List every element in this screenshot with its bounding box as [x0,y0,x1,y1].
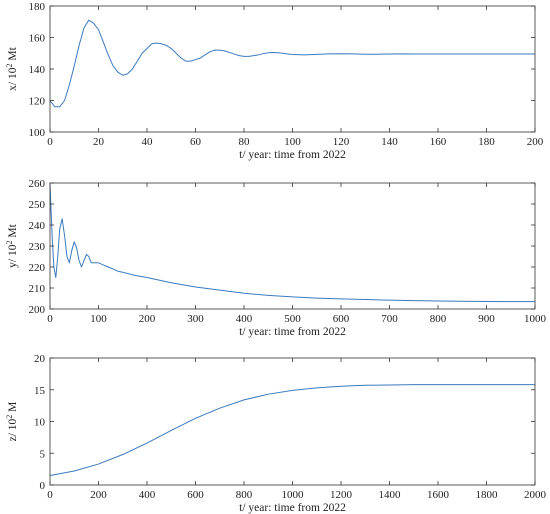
x-tick-label: 160 [430,136,447,148]
y-tick-label: 220 [29,262,46,274]
x-tick-label: 20 [93,136,105,148]
x-tick-label: 180 [478,136,495,148]
y-tick-label: 5 [40,448,46,460]
chart-panel-2: 0 100 200 300 400 500 600 700 800 900 100020021022… [5,178,547,338]
y-tick-label: 120 [29,96,46,108]
y-tick-label: 160 [29,33,46,45]
x-tick-label: 0 [47,136,53,148]
y-axis-label-main: x/ 10 [7,67,19,91]
x-tick-label: 600 [333,313,350,325]
x-tick-label: 700 [381,313,398,325]
y-axis-label-exponent: 2 [5,240,14,244]
x-tick-label: 300 [187,313,204,325]
x-tick-label: 200 [139,313,156,325]
x-axis-label: t/ year: time from 2022 [239,502,346,514]
x-axis-label: t/ year: time from 2022 [239,149,346,161]
x-tick-label: 120 [333,136,350,148]
series-line [49,19,535,108]
x-tick-label: 1000 [282,489,305,501]
x-tick-label: 500 [284,313,301,325]
series-line [49,185,535,303]
chart-panel-1: 0 20 40 60 80 100 120 140 160 180 200 100 120 140 160 1… [5,1,544,161]
x-tick-label: 80 [239,136,251,148]
x-tick-label: 400 [236,313,253,325]
x-tick-label: 900 [478,313,495,325]
x-tick-label: 200 [90,489,107,501]
x-tick-label: 800 [236,489,253,501]
x-tick-label: 0 [47,489,53,501]
y-axis-label: y/ 102 Mt [5,223,19,267]
x-tick-label: 200 [527,136,544,148]
y-tick-label: 200 [29,304,46,316]
y-tick-label: 180 [29,1,46,13]
y-axis-label-unit: M [7,402,19,415]
x-tick-label: 1400 [379,489,402,501]
x-tick-label: 140 [381,136,398,148]
y-axis-label-main: z/ 10 [7,418,19,441]
y-tick-label: 240 [29,220,46,232]
y-axis-label-unit: Mt [7,46,19,63]
axes-frame [49,182,536,310]
x-tick-label: 1200 [330,489,353,501]
y-axis-label-exponent: 2 [5,415,14,419]
x-tick-label: 100 [284,136,301,148]
y-tick-label: 250 [29,199,46,211]
x-tick-label: 1600 [427,489,450,501]
y-tick-label: 10 [34,417,46,429]
axes-frame [49,5,536,133]
y-axis-label-unit: Mt [7,223,19,240]
y-tick-label: 20 [34,353,46,365]
y-tick-label: 15 [34,385,46,397]
x-tick-label: 60 [190,136,202,148]
x-tick-label: 2000 [524,489,547,501]
y-axis-label: x/ 102 Mt [5,46,19,90]
x-tick-label: 1800 [476,489,499,501]
y-axis-label-main: y/ 10 [7,244,19,268]
axes-frame [49,357,536,486]
chart-panel-3: 0 200 400 600 800 1000 1200 1400 1600 1800 2000 0 5 1… [5,353,547,514]
x-tick-label: 0 [47,313,53,325]
x-tick-label: 600 [187,489,204,501]
series-line [49,384,535,476]
y-axis-label-exponent: 2 [5,63,14,67]
y-tick-label: 100 [29,127,46,139]
x-tick-label: 400 [139,489,156,501]
x-tick-label: 100 [90,313,107,325]
x-tick-label: 40 [142,136,154,148]
x-tick-label: 1000 [524,313,547,325]
x-axis-label: t/ year: time from 2022 [239,326,346,338]
y-tick-label: 0 [40,480,46,492]
y-tick-label: 140 [29,64,46,76]
x-tick-label: 800 [430,313,447,325]
y-tick-label: 210 [29,283,46,295]
y-axis-label: z/ 102 M [5,402,19,442]
y-tick-label: 260 [29,178,46,190]
y-tick-label: 230 [29,241,46,253]
